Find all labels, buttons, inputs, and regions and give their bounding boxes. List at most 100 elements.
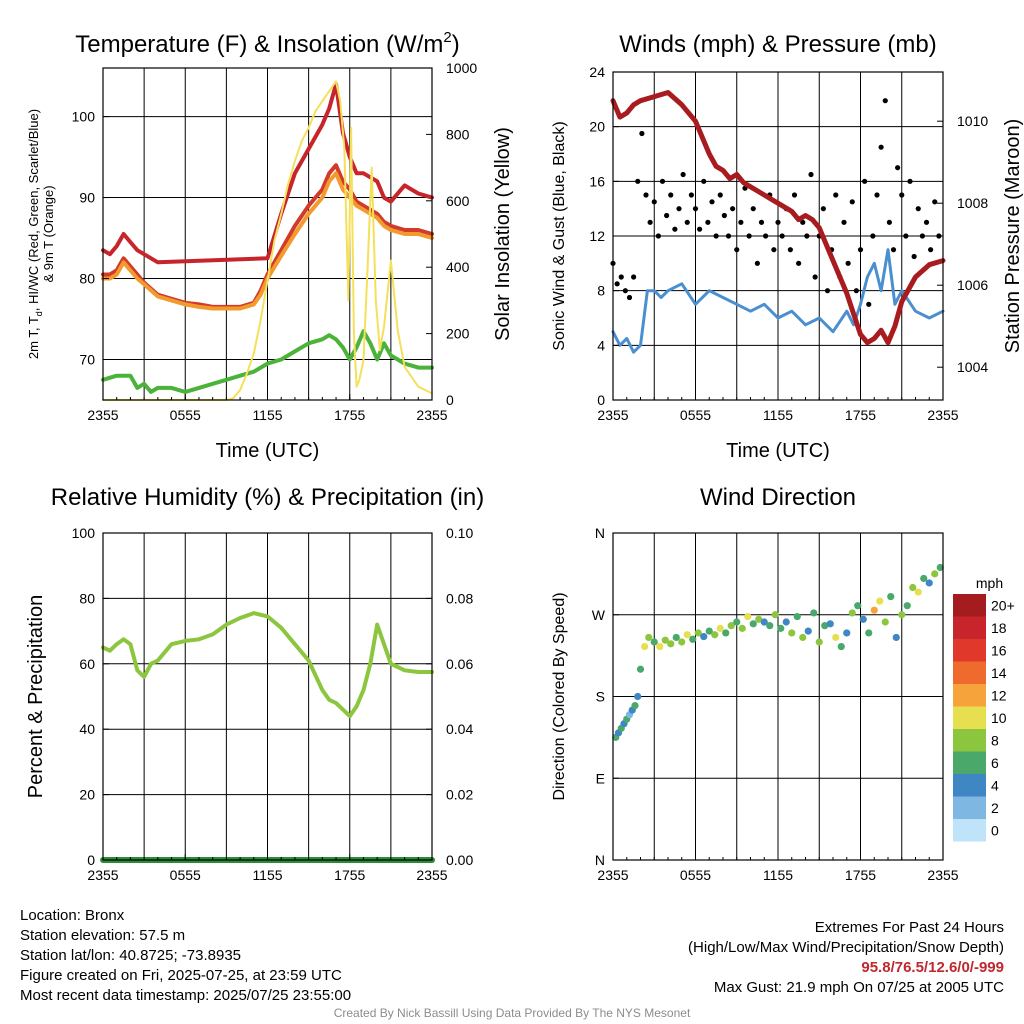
gust-point: [841, 219, 847, 225]
legend-label: 0: [991, 822, 999, 838]
y-tick-label: 0: [597, 392, 605, 408]
legend-swatch: [953, 774, 986, 797]
y2-tick-label: 0.00: [446, 852, 473, 868]
gust-point: [754, 260, 760, 266]
legend-label: 2: [991, 800, 999, 816]
gust-point: [932, 199, 938, 205]
panel-temperature: 2355 0555 1155 1755 235570809010002004006008…: [26, 29, 514, 462]
gust-point: [705, 219, 711, 225]
y2-tick-label: 0.06: [446, 656, 473, 672]
y-axis-label-subscript: d: [34, 311, 44, 316]
gust-point: [820, 206, 826, 212]
y-tick-label: 24: [589, 64, 605, 80]
direction-point: [667, 640, 675, 648]
gust-point: [647, 219, 653, 225]
gust-point: [688, 192, 694, 198]
direction-point: [777, 624, 785, 632]
chart-title: Winds (mph) & Pressure (mb): [619, 31, 936, 58]
y-axis-label: Sonic Wind & Gust (Blue, Black): [551, 121, 568, 350]
y2-tick-label: 1010: [957, 113, 988, 129]
gust-point: [796, 260, 802, 266]
direction-point: [799, 633, 807, 642]
direction-point: [683, 631, 691, 639]
x-axis-label: Time (UTC): [726, 440, 830, 462]
legend-label: 12: [991, 687, 1007, 703]
latlon-text: Station lat/lon: 40.8725; -73.8935: [20, 947, 242, 964]
y2-axis-label: Station Pressure (Maroon): [1002, 119, 1024, 354]
gust-point: [659, 178, 666, 184]
direction-point: [793, 612, 801, 621]
max-gust-text: Max Gust: 21.9 mph On 07/25 at 2005 UTC: [713, 979, 1004, 996]
gust-point: [643, 192, 649, 198]
legend-swatch: [953, 661, 986, 684]
gust-point: [804, 233, 810, 239]
y-tick-label: 8: [597, 283, 605, 299]
y-tick-label: 100: [72, 109, 96, 125]
x-tick-label: 1155: [763, 867, 793, 883]
gust-point: [721, 212, 727, 219]
direction-point: [898, 611, 906, 619]
gust-point: [878, 144, 884, 150]
direction-point: [711, 631, 719, 639]
gust-point: [668, 192, 674, 198]
y2-tick-label: 400: [446, 259, 470, 275]
gust-point: [618, 274, 624, 280]
direction-point: [832, 633, 840, 642]
legend-swatch: [953, 796, 986, 819]
direction-point: [766, 622, 774, 630]
direction-point: [744, 612, 752, 621]
gust-point: [680, 171, 686, 178]
gust-point: [709, 199, 715, 205]
direction-point: [656, 642, 664, 651]
x-tick-label: 2355: [416, 407, 447, 423]
chart-title: Relative Humidity (%) & Precipitation (i…: [51, 484, 484, 511]
y-tick-label: 60: [79, 656, 95, 672]
gust-point: [725, 233, 732, 239]
gust-point: [870, 233, 876, 239]
gust-point: [911, 253, 917, 260]
y-tick-label: 0: [87, 852, 95, 868]
gust-point: [664, 212, 670, 219]
gust-point: [899, 192, 905, 198]
legend-label: 14: [991, 665, 1007, 681]
gust-point: [874, 192, 880, 198]
direction-point: [755, 615, 763, 623]
y-axis-label: Percent & Precipitation: [25, 595, 47, 798]
y-tick-label: 100: [72, 525, 96, 541]
station-info: Location: Bronx Station elevation: 57.5 …: [20, 906, 351, 1006]
legend-swatch: [953, 684, 986, 707]
y-axis-label-rest: , HI/WC (Red, Green, Scarlet/Blue): [26, 109, 41, 311]
direction-point: [760, 618, 768, 626]
legend-swatch: [953, 751, 986, 774]
direction-point: [689, 635, 697, 643]
legend-label: 16: [991, 642, 1007, 658]
legend-label: 4: [991, 777, 999, 793]
gust-point: [631, 274, 637, 280]
x-tick-label: 2355: [87, 867, 118, 883]
y-tick-label: E: [596, 770, 605, 786]
direction-point: [920, 574, 928, 583]
gust-point: [824, 288, 831, 294]
direction-point: [931, 570, 939, 578]
gust-point: [890, 247, 897, 253]
extremes-panel: Extremes For Past 24 Hours (High/Low/Max…: [688, 918, 1004, 998]
y2-tick-label: 200: [446, 326, 470, 342]
legend-swatch: [953, 639, 986, 662]
y-tick-label: 40: [79, 721, 95, 737]
gust-point: [763, 233, 769, 239]
gust-point: [886, 219, 892, 225]
gust-point: [857, 247, 864, 253]
x-tick-label: 1755: [334, 407, 365, 423]
gust-point: [626, 294, 633, 301]
direction-point: [705, 627, 713, 635]
gust-point: [734, 247, 740, 253]
y-tick-label: 16: [589, 173, 605, 189]
direction-point: [821, 622, 829, 630]
direction-point: [782, 618, 790, 626]
gust-point: [692, 206, 699, 212]
direction-point: [722, 629, 730, 637]
direction-point: [810, 609, 818, 617]
gust-point: [919, 233, 925, 239]
gust-point: [684, 219, 690, 225]
